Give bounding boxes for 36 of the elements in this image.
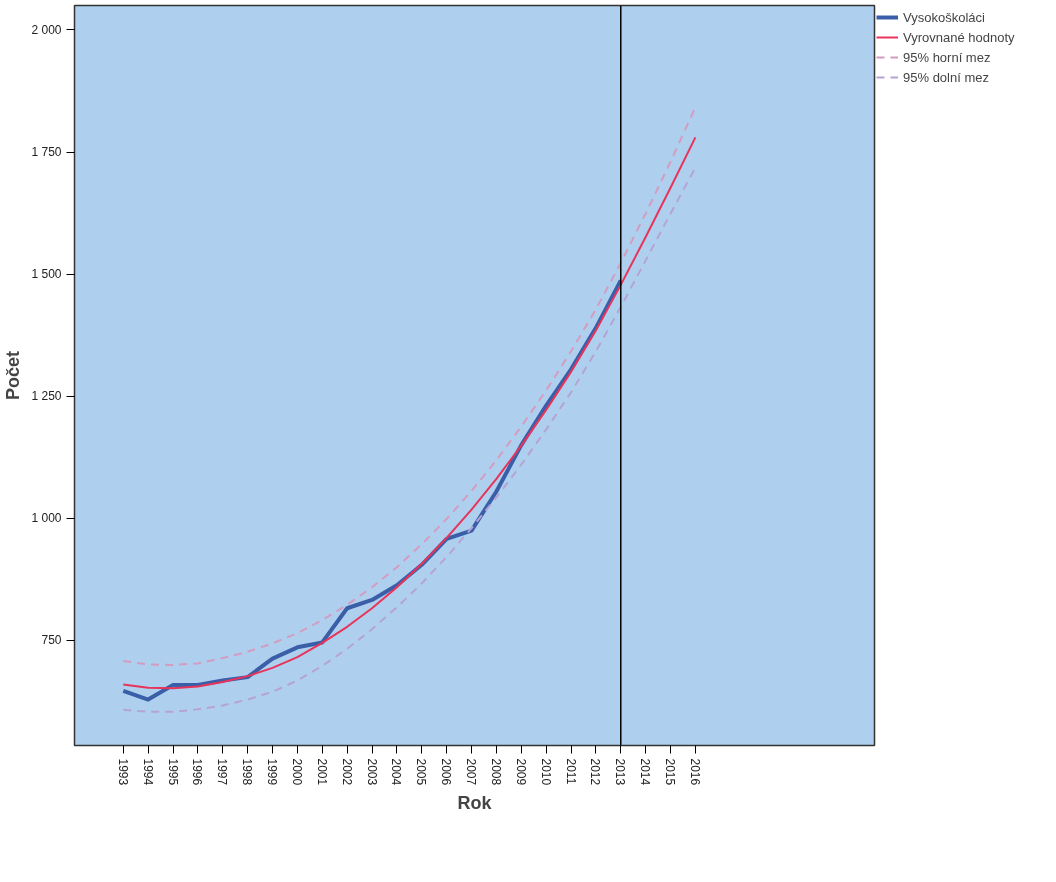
x-tick-label: 2007 [464, 758, 479, 786]
legend-label: 95% horní mez [903, 49, 991, 65]
x-tick-label: 1996 [190, 758, 205, 786]
legend-label: Vyrovnané hodnoty [903, 29, 1015, 45]
x-tick-label: 2015 [663, 758, 678, 786]
x-tick-label: 2002 [339, 758, 354, 786]
x-tick-label: 2011 [563, 758, 578, 785]
x-tick-label: 2004 [389, 758, 404, 786]
x-tick-label: 2008 [488, 758, 503, 786]
x-tick-label: 2016 [687, 758, 702, 786]
y-tick-label: 1 250 [31, 389, 62, 404]
y-tick-label: 750 [41, 633, 62, 648]
x-tick-label: 1993 [115, 758, 130, 786]
x-tick-label: 2003 [364, 758, 379, 786]
x-tick-label: 2014 [638, 758, 653, 786]
x-axis-title: Rok [457, 793, 493, 814]
x-tick-label: 1995 [165, 758, 180, 786]
x-tick-label: 1999 [265, 758, 280, 786]
x-tick-label: 2009 [513, 758, 528, 786]
y-tick-label: 1 500 [31, 267, 62, 282]
y-tick-label: 2 000 [31, 22, 62, 37]
x-tick-label: 1994 [140, 758, 155, 786]
x-tick-label: 1997 [215, 758, 230, 786]
legend-label: Vysokoškoláci [903, 9, 985, 25]
x-tick-label: 2010 [538, 758, 553, 786]
x-tick-label: 2000 [289, 758, 304, 786]
legend-label: 95% dolní mez [903, 69, 989, 85]
x-tick-label: 2013 [613, 758, 628, 786]
y-tick-label: 1 000 [31, 511, 62, 526]
x-tick-label: 1998 [240, 758, 255, 786]
x-tick-label: 2012 [588, 758, 603, 786]
x-tick-label: 2006 [439, 758, 454, 786]
x-tick-label: 2001 [314, 758, 329, 786]
y-axis-title: Počet [3, 350, 24, 401]
y-tick-label: 1 750 [31, 145, 62, 160]
x-tick-label: 2005 [414, 758, 429, 786]
